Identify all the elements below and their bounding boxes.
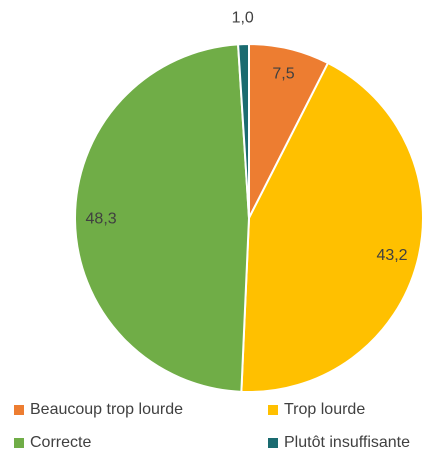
pie-slice [237,42,250,219]
data-label: 1,0 [232,9,254,26]
legend-swatch [14,405,24,415]
pie-slice [74,43,251,393]
legend-swatch [268,405,278,415]
legend-label: Correcte [30,434,91,451]
data-label: 48,3 [86,211,117,228]
data-label: 43,2 [376,247,407,264]
legend-swatch [268,438,278,448]
pie-slice [240,61,424,393]
legend-label: Beaucoup trop lourde [30,401,183,418]
legend-label: Plutôt insuffisante [284,434,410,451]
legend-swatch [14,438,24,448]
data-label: 7,5 [272,65,294,82]
legend-label: Trop lourde [284,401,365,418]
